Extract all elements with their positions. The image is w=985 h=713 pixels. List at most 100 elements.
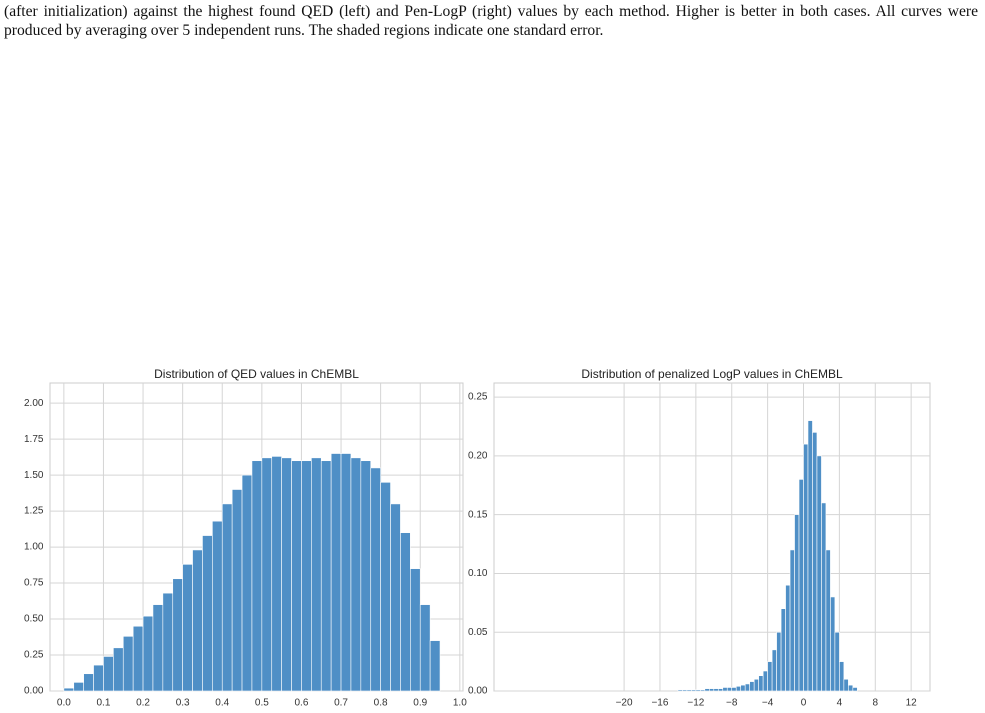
histogram-bar xyxy=(722,687,728,692)
histogram-bar xyxy=(291,460,302,692)
histogram-bar xyxy=(762,670,768,692)
y-tick-label: 0.25 xyxy=(468,392,488,403)
histogram-bar xyxy=(231,489,243,692)
histogram-bar xyxy=(691,689,697,692)
histogram-bar xyxy=(789,549,795,692)
histogram-bar xyxy=(350,457,362,692)
histogram-bar xyxy=(370,467,381,692)
x-tick-label: −16 xyxy=(651,698,668,709)
x-tick-label: 0.5 xyxy=(255,698,269,709)
chart-title: Distribution of QED values in ChEMBL xyxy=(154,367,359,381)
y-tick-label: 2.00 xyxy=(24,398,44,409)
y-tick-label: 0.05 xyxy=(468,627,488,638)
histogram-bar xyxy=(271,456,282,692)
y-tick-label: 1.25 xyxy=(24,506,44,517)
histogram-bar xyxy=(735,685,742,692)
y-tick-label: 1.50 xyxy=(24,470,44,481)
histogram-bar xyxy=(63,687,75,692)
histogram-bar xyxy=(241,474,253,692)
histogram-bar xyxy=(740,684,746,692)
x-tick-label: 1.0 xyxy=(453,698,467,709)
histogram-bar xyxy=(677,689,683,692)
histogram-bar xyxy=(749,681,755,692)
histogram-bar xyxy=(695,689,701,692)
histogram-bar xyxy=(340,453,352,692)
histogram-bar xyxy=(390,503,401,692)
histogram-bar xyxy=(834,631,840,692)
x-tick-label: −8 xyxy=(726,698,738,709)
histogram-bar xyxy=(429,640,441,692)
histogram-bar xyxy=(132,625,144,692)
x-tick-label: 12 xyxy=(906,698,918,709)
histogram-bar xyxy=(704,688,710,692)
histogram-bar xyxy=(162,592,174,692)
histogram-bar xyxy=(830,596,836,692)
y-tick-label: 0.20 xyxy=(468,451,488,462)
y-tick-label: 1.00 xyxy=(24,542,44,553)
histogram-bar xyxy=(251,460,263,692)
histogram-bar xyxy=(816,455,822,692)
x-tick-label: −4 xyxy=(762,698,774,709)
plot-area xyxy=(493,382,931,692)
histogram-bar xyxy=(758,675,764,692)
histogram-bar xyxy=(794,514,800,692)
histogram-bar xyxy=(103,656,114,692)
histogram-bar xyxy=(785,584,791,692)
histogram-bar xyxy=(807,420,813,692)
x-tick-label: 0.2 xyxy=(136,698,150,709)
y-tick-label: 0.50 xyxy=(24,614,44,625)
x-tick-label: 4 xyxy=(837,698,843,709)
histogram-bar xyxy=(771,649,777,692)
histogram-bar xyxy=(843,678,849,692)
chart-title: Distribution of penalized LogP values in… xyxy=(581,367,843,381)
histogram-bar xyxy=(380,482,391,692)
histogram-bar xyxy=(311,457,322,692)
histogram-bar xyxy=(192,549,203,692)
histogram-bar xyxy=(848,684,854,692)
histogram-bar xyxy=(717,688,724,692)
histogram-bar xyxy=(73,682,84,692)
x-tick-label: 0.6 xyxy=(294,698,308,709)
y-tick-label: 0.15 xyxy=(468,509,488,520)
histogram-bar xyxy=(202,535,213,692)
histogram-bar xyxy=(301,460,312,692)
histogram-bar xyxy=(825,549,831,692)
histogram-bar xyxy=(122,636,134,692)
caption: (after initialization) against the highe… xyxy=(4,3,978,39)
histogram-bar xyxy=(281,457,292,692)
histogram-bar xyxy=(400,532,411,692)
y-tick-label: 0.25 xyxy=(24,650,44,661)
histogram-bar xyxy=(686,689,692,692)
histogram-bar xyxy=(803,443,809,692)
x-tick-label: 0.9 xyxy=(413,698,427,709)
x-tick-label: 0.1 xyxy=(97,698,111,709)
histogram-bar xyxy=(744,683,750,692)
histogram-bar xyxy=(798,479,804,692)
histogram-bar xyxy=(172,578,183,692)
histogram-bar xyxy=(776,631,782,692)
x-tick-label: 0.3 xyxy=(176,698,190,709)
histogram-bar xyxy=(731,687,737,692)
histogram-bar xyxy=(700,689,706,692)
histogram-bar xyxy=(360,460,372,692)
histogram-bar xyxy=(113,647,124,692)
histogram-bar xyxy=(182,564,193,692)
histogram-bar xyxy=(713,688,719,692)
histogram-bar xyxy=(682,689,688,692)
histogram-bar xyxy=(419,604,431,692)
histogram-bar xyxy=(261,457,273,692)
histogram-bar xyxy=(812,432,818,692)
x-tick-label: −12 xyxy=(687,698,704,709)
histogram-bar xyxy=(83,673,94,692)
histogram-bar xyxy=(320,460,332,692)
x-tick-label: −20 xyxy=(616,698,633,709)
x-tick-label: 0.0 xyxy=(57,698,71,709)
x-tick-label: 0.4 xyxy=(215,698,229,709)
histogram-bar xyxy=(852,687,858,692)
histogram-bar xyxy=(93,664,104,692)
histogram-bar xyxy=(821,502,827,692)
histogram-bar xyxy=(410,568,421,692)
histogram-bar xyxy=(152,604,164,692)
